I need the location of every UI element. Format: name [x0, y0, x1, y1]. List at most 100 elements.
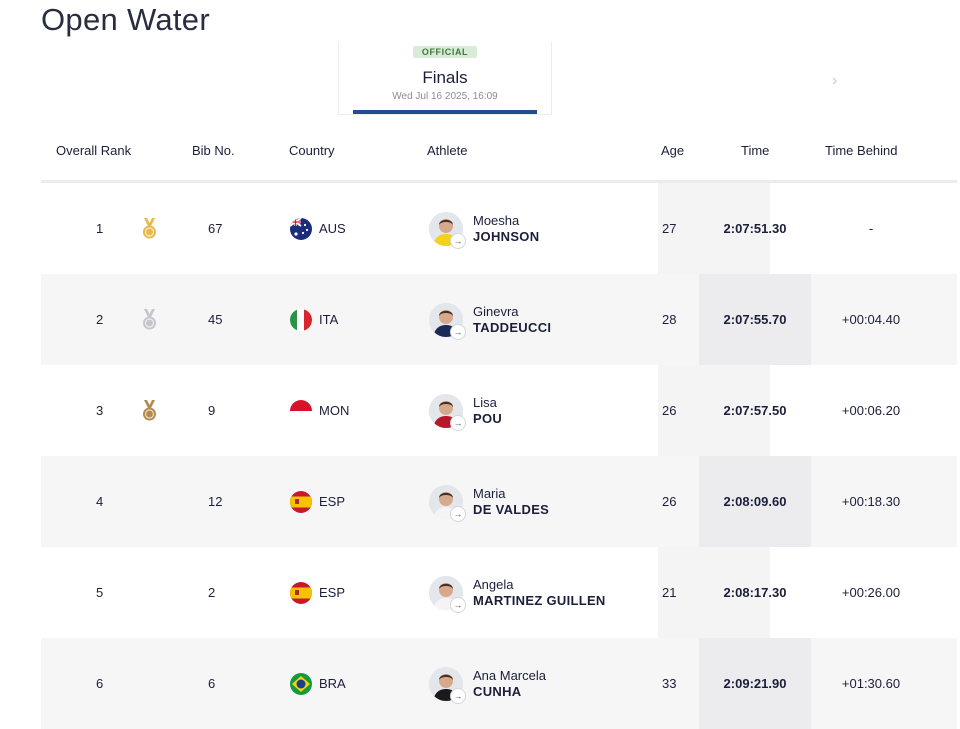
athlete-first-name[interactable]: Ginevra — [473, 303, 519, 319]
time-cell: 2:09:21.90 — [699, 638, 811, 729]
table-row[interactable]: 3 9 MON → Lisa POU 26 2:07:57.50 +00:06.20 — [41, 365, 957, 456]
rank-cell: 3 — [96, 403, 104, 418]
rank-cell: 5 — [96, 585, 104, 600]
country-code: MON — [319, 403, 350, 418]
mon-flag-icon — [290, 399, 312, 422]
athlete-last-name[interactable]: DE VALDES — [473, 501, 550, 517]
country-cell: ITA — [290, 274, 338, 365]
time-value: 2:07:55.70 — [723, 312, 787, 327]
athlete-cell[interactable]: → Ana Marcela CUNHA — [429, 638, 546, 729]
medal-cell — [141, 274, 158, 365]
athlete-avatar[interactable]: → — [429, 666, 466, 704]
age-cell: 21 — [662, 585, 677, 600]
age-cell: 27 — [662, 221, 677, 236]
time-value: 2:07:51.30 — [723, 221, 787, 236]
athlete-first-name[interactable]: Moesha — [473, 212, 520, 228]
country-code: ESP — [319, 494, 346, 509]
time-value: 2:09:21.90 — [723, 676, 787, 691]
time-behind-cell: +00:18.30 — [841, 494, 901, 509]
country-cell: ESP — [290, 547, 345, 638]
age-cell: 26 — [662, 494, 677, 509]
arrow-right-icon[interactable]: → — [450, 323, 466, 340]
bib-cell: 2 — [208, 585, 216, 600]
table-header: Overall Rank Bib No. Country Athlete Age… — [41, 130, 957, 183]
table-row[interactable]: 4 12 ESP → Maria DE VALDES 26 2:08:09.60 +00:18.… — [41, 456, 957, 547]
athlete-avatar[interactable]: → — [429, 302, 466, 340]
bib-cell: 45 — [208, 312, 223, 327]
athlete-first-name[interactable]: Lisa — [473, 394, 497, 410]
athlete-first-name[interactable]: Angela — [473, 576, 514, 592]
active-tab-indicator — [353, 110, 537, 114]
athlete-last-name[interactable]: MARTINEZ GUILLEN — [473, 592, 606, 608]
arrow-right-icon[interactable]: → — [450, 232, 466, 249]
bib-cell: 9 — [208, 403, 216, 418]
athlete-avatar[interactable]: → — [429, 484, 466, 522]
athlete-avatar[interactable]: → — [429, 575, 466, 613]
country-code: ESP — [319, 585, 346, 600]
age-cell: 26 — [662, 403, 677, 418]
athlete-cell[interactable]: → Moesha JOHNSON — [429, 183, 539, 274]
header-time[interactable]: Time — [741, 143, 770, 158]
country-cell: BRA — [290, 638, 346, 729]
athlete-avatar[interactable]: → — [429, 211, 466, 249]
athlete-last-name[interactable]: TADDEUCCI — [473, 319, 552, 335]
athlete-cell[interactable]: → Lisa POU — [429, 365, 502, 456]
header-country[interactable]: Country — [289, 143, 335, 158]
time-behind-cell: - — [868, 221, 874, 236]
time-cell: 2:08:17.30 — [699, 547, 811, 638]
arrow-right-icon[interactable]: → — [450, 596, 466, 613]
country-code: AUS — [319, 221, 346, 236]
rank-cell: 6 — [96, 676, 104, 691]
age-cell: 33 — [662, 676, 677, 691]
event-tab-finals[interactable]: OFFICIAL Finals Wed Jul 16 2025, 16:09 — [338, 42, 552, 115]
table-body: 1 67 AUS → Moesha JOHNSON 27 2:07:51.30-2 45 ITA →… — [41, 183, 957, 729]
time-cell: 2:07:51.30 — [699, 183, 811, 274]
header-time-behind[interactable]: Time Behind — [825, 143, 898, 158]
header-rank[interactable]: Overall Rank — [56, 143, 132, 158]
country-cell: AUS — [290, 183, 346, 274]
time-behind-cell: +00:06.20 — [841, 403, 901, 418]
arrow-right-icon[interactable]: → — [450, 414, 466, 431]
athlete-first-name[interactable]: Maria — [473, 485, 506, 501]
esp-flag-icon — [290, 581, 312, 604]
country-cell: MON — [290, 365, 349, 456]
time-behind-cell: +01:30.60 — [841, 676, 901, 691]
time-cell: 2:07:55.70 — [699, 274, 811, 365]
arrow-right-icon[interactable]: → — [450, 505, 466, 522]
athlete-last-name[interactable]: CUNHA — [473, 683, 522, 699]
header-bib[interactable]: Bib No. — [192, 143, 235, 158]
table-row[interactable]: 1 67 AUS → Moesha JOHNSON 27 2:07:51.30 - — [41, 183, 957, 274]
event-name: Finals — [422, 68, 468, 87]
athlete-last-name[interactable]: JOHNSON — [473, 228, 540, 244]
header-athlete[interactable]: Athlete — [427, 143, 468, 158]
chevron-right-icon[interactable]: › — [832, 72, 838, 89]
medal-cell — [141, 365, 158, 456]
silver-medal-icon — [141, 308, 158, 331]
header-age[interactable]: Age — [661, 143, 685, 158]
time-cell: 2:07:57.50 — [699, 365, 811, 456]
country-cell: ESP — [290, 456, 345, 547]
time-value: 2:08:17.30 — [723, 585, 787, 600]
arrow-right-icon[interactable]: → — [450, 687, 466, 704]
ita-flag-icon — [290, 308, 312, 331]
table-row[interactable]: 6 6 BRA → Ana Marcela CUNHA 33 2:09:21.90 +01:30… — [41, 638, 957, 729]
athlete-first-name[interactable]: Ana Marcela — [473, 667, 546, 683]
page-title: Open Water — [41, 2, 210, 37]
time-behind-cell: +00:04.40 — [841, 312, 901, 327]
esp-flag-icon — [290, 490, 312, 513]
rank-cell: 1 — [96, 221, 104, 236]
bib-cell: 6 — [208, 676, 216, 691]
table-row[interactable]: 5 2 ESP → Angela MARTINEZ GUILLEN 21 2:08:17.30… — [41, 547, 957, 638]
event-date: Wed Jul 16 2025, 16:09 — [392, 91, 498, 102]
athlete-last-name[interactable]: POU — [473, 410, 503, 426]
athlete-cell[interactable]: → Ginevra TADDEUCCI — [429, 274, 551, 365]
official-badge: OFFICIAL — [412, 46, 478, 58]
athlete-cell[interactable]: → Angela MARTINEZ GUILLEN — [429, 547, 606, 638]
time-behind-cell: +00:26.00 — [841, 585, 901, 600]
time-cell: 2:08:09.60 — [699, 456, 811, 547]
table-row[interactable]: 2 45 ITA → Ginevra TADDEUCCI 28 2:07:55.70 +00:0… — [41, 274, 957, 365]
athlete-avatar[interactable]: → — [429, 393, 466, 431]
aus-flag-icon — [290, 217, 312, 240]
time-value: 2:07:57.50 — [723, 403, 787, 418]
athlete-cell[interactable]: → Maria DE VALDES — [429, 456, 549, 547]
